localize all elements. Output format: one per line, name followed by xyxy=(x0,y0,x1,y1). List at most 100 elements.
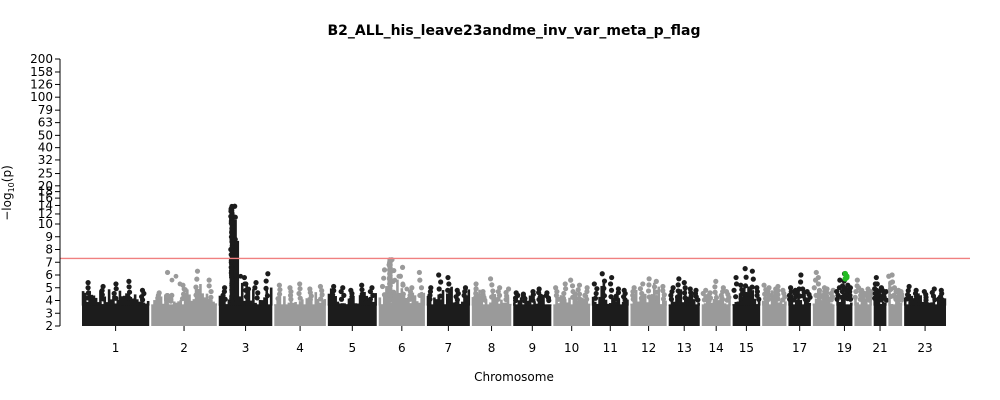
snp-point xyxy=(461,292,467,298)
snp-column xyxy=(358,295,362,306)
snp-point xyxy=(738,282,744,288)
snp-column xyxy=(103,296,107,306)
snp-point xyxy=(811,285,817,291)
snp-point xyxy=(932,296,938,303)
snp-point xyxy=(427,288,434,295)
snp-point xyxy=(222,296,228,302)
snp-column xyxy=(593,301,597,306)
snp-point xyxy=(229,229,235,235)
snp-column xyxy=(199,284,202,306)
snp-column xyxy=(688,300,692,306)
snp-column xyxy=(854,295,857,306)
snp-column xyxy=(227,299,231,306)
snp-point xyxy=(733,274,739,281)
snp-point xyxy=(815,281,822,287)
snp-column xyxy=(435,299,438,306)
snp-point xyxy=(228,252,234,258)
snp-point xyxy=(601,285,607,291)
snp-point xyxy=(898,297,905,303)
snp-column xyxy=(267,304,271,306)
snp-column xyxy=(939,299,942,306)
snp-point xyxy=(156,297,162,304)
x-tick-label: 1 xyxy=(112,341,120,355)
snp-column xyxy=(659,304,663,306)
snp-column xyxy=(133,294,137,306)
snp-column xyxy=(557,303,561,306)
snp-point xyxy=(359,282,365,288)
snp-column xyxy=(404,297,408,306)
x-tick-label: 21 xyxy=(872,341,887,355)
x-tick-label: 13 xyxy=(677,341,692,355)
snp-point xyxy=(318,296,324,302)
snp-column xyxy=(546,304,550,306)
snp-column xyxy=(283,296,286,306)
snp-column xyxy=(316,298,320,306)
chromosome-band xyxy=(630,304,667,326)
snp-column xyxy=(619,304,623,306)
snp-column xyxy=(140,299,143,306)
snp-point xyxy=(288,296,294,302)
snp-column xyxy=(563,299,567,306)
snp-column xyxy=(201,293,204,306)
x-tick-label: 15 xyxy=(739,341,754,355)
snp-point xyxy=(276,282,282,288)
snp-column xyxy=(347,298,351,306)
snp-point xyxy=(852,294,858,300)
snp-column xyxy=(725,304,729,306)
snp-point xyxy=(296,290,302,297)
snp-point xyxy=(287,292,294,298)
snp-column xyxy=(890,303,894,306)
snp-point xyxy=(243,294,249,300)
data-points xyxy=(81,203,947,326)
snp-column xyxy=(129,296,133,306)
snp-column xyxy=(354,303,357,306)
snp-point xyxy=(787,296,793,302)
snp-point xyxy=(381,292,388,298)
snp-point xyxy=(712,289,718,295)
snp-column xyxy=(374,293,377,306)
x-tick-label: 8 xyxy=(488,341,496,355)
snp-column xyxy=(437,294,441,306)
snp-column xyxy=(107,289,111,306)
snp-point xyxy=(594,286,600,292)
y-tick-label: 3 xyxy=(45,306,53,320)
snp-column xyxy=(218,295,222,306)
snp-point xyxy=(427,296,433,302)
snp-point xyxy=(754,288,760,295)
snp-column xyxy=(409,303,412,306)
snp-point xyxy=(798,272,804,278)
snp-column xyxy=(522,304,525,306)
snp-column xyxy=(740,299,744,306)
snp-point xyxy=(646,276,652,282)
snp-point xyxy=(805,297,811,303)
snp-point xyxy=(400,281,406,287)
snp-column xyxy=(433,297,436,306)
snp-point xyxy=(503,296,509,303)
snp-column xyxy=(263,297,266,306)
snp-column xyxy=(873,299,877,306)
snp-point xyxy=(85,280,91,286)
snp-column xyxy=(814,298,818,306)
snp-point xyxy=(436,272,442,278)
snp-column xyxy=(146,300,150,306)
snp-column xyxy=(179,299,183,306)
snp-point xyxy=(687,296,693,303)
snp-column xyxy=(695,304,698,306)
snp-column xyxy=(648,297,652,306)
snp-column xyxy=(781,303,785,306)
snp-point xyxy=(473,286,479,292)
snp-column xyxy=(312,305,315,306)
snp-point xyxy=(446,281,452,287)
snp-point xyxy=(713,278,719,284)
y-axis-ticks: 2345678910121416182025324050637910012615… xyxy=(30,52,60,333)
snp-point xyxy=(724,297,730,303)
snp-point xyxy=(675,282,681,288)
snp-point xyxy=(815,274,821,281)
y-tick-label: 14 xyxy=(38,198,53,212)
snp-column xyxy=(234,219,237,306)
snp-column xyxy=(840,296,844,306)
snp-point xyxy=(653,295,659,301)
snp-column xyxy=(497,303,501,306)
snp-point xyxy=(608,287,615,293)
highlighted-snp-point xyxy=(843,274,850,281)
